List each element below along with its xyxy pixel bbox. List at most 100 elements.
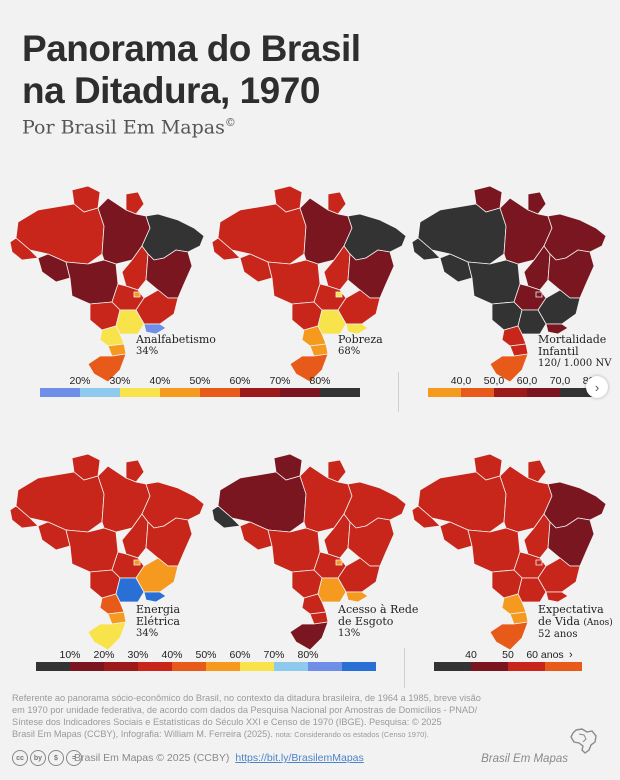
legend-mort-tick-label: 60,0 [517, 375, 538, 387]
map-esgoto [210, 448, 420, 651]
divider-top [398, 372, 399, 412]
legend-mort-tick-label: 40,0 [451, 375, 472, 387]
state-rj [143, 323, 167, 335]
label-analfabetismo-value: 34% [136, 346, 159, 357]
legend-mort-swatch [428, 388, 461, 397]
legend-life-swatch [508, 662, 545, 671]
copyright: Brasil Em Mapas © 2025 (CCBY) https://bit… [74, 752, 364, 764]
legend-mort-swatch [461, 388, 494, 397]
footnote-note: nota: Considerando os estados (Censo 197… [275, 730, 429, 739]
map-analfabetismo-svg [9, 185, 205, 383]
label-esgoto-title-2: de Esgoto [338, 615, 394, 628]
next-arrow-icon[interactable]: › [586, 376, 608, 398]
legend-bottom-tick-label: 50% [195, 649, 216, 661]
label-expectativa-title-2: de Vida [538, 615, 580, 628]
title-line-2: na Ditadura, 1970 [22, 70, 320, 111]
state-ba [347, 517, 395, 567]
state-ba [347, 249, 395, 299]
footnote-line-3: Síntese dos Indicadores Sociais e Estatí… [12, 717, 442, 727]
state-ba [547, 249, 595, 299]
legend-percent-top: 20% 30% 40% 50% 60% 70% 80% [40, 370, 364, 402]
legend-top-swatch [80, 388, 120, 397]
legend-bottom-swatch [206, 662, 240, 671]
footnote-line-2: em 1970 por unidade federativa, de acord… [12, 705, 478, 715]
label-energia: Energia Elétrica 34% [136, 604, 180, 640]
state-ap [327, 459, 347, 483]
legend-bottom-swatch [70, 662, 104, 671]
legend-top-tick-label: 20% [69, 375, 90, 387]
label-pobreza: Pobreza 68% [338, 334, 383, 358]
legend-life-swatch [471, 662, 508, 671]
legend-top-tick-label: 30% [109, 375, 130, 387]
brazil-map-logo-icon [570, 728, 598, 759]
legend-bottom-tick-label: 20% [93, 649, 114, 661]
legend-life-tick-label: 60 anos [526, 649, 563, 661]
state-rs [489, 621, 529, 651]
legend-bottom-tick-label: 70% [263, 649, 284, 661]
legend-percent-bottom: 10% 20% 30% 40% 50% 60% 70% 80% [36, 644, 380, 676]
source-link[interactable]: https://bit.ly/BrasilemMapas [235, 752, 364, 764]
state-rs [289, 621, 329, 651]
legend-life-tick-label: 40 [465, 649, 477, 661]
label-expectativa-title-1: Expectativa [538, 603, 604, 616]
map-energia-svg [9, 453, 205, 651]
state-df [535, 291, 543, 298]
legend-bottom-tick-label: 10% [59, 649, 80, 661]
legend-mort-swatch [527, 388, 560, 397]
legend-mort-swatch [560, 388, 593, 397]
legend-top-swatch [320, 388, 360, 397]
footnote: Referente ao panorama sócio-econômico do… [12, 692, 572, 741]
legend-top-swatch [160, 388, 200, 397]
map-pobreza [210, 180, 420, 383]
map-analfabetismo [8, 180, 218, 383]
state-mt [65, 527, 119, 573]
legend-bottom-tick-label: 60% [229, 649, 250, 661]
legend-bottom-tick-label: 80% [297, 649, 318, 661]
legend-bottom-swatch [36, 662, 70, 671]
legend-top-swatch [240, 388, 280, 397]
nd-icon: = [66, 750, 82, 766]
divider-bottom [404, 648, 405, 688]
state-mt [467, 259, 521, 305]
state-mt [65, 259, 119, 305]
state-ap [125, 459, 145, 483]
map-expectativa-de-vida [410, 448, 620, 651]
subtitle: Por Brasil Em Mapas© [22, 116, 236, 138]
state-df [335, 291, 343, 298]
state-rs [87, 353, 127, 383]
state-rs [489, 353, 529, 383]
license-icons: cc by $ = [12, 750, 82, 766]
legend-top-swatch [40, 388, 80, 397]
state-rs [289, 353, 329, 383]
legend-bottom-svg: 10% 20% 30% 40% 50% 60% 70% 80% [36, 649, 376, 671]
state-ba [547, 517, 595, 567]
legend-bottom-swatch [104, 662, 138, 671]
state-mt [267, 259, 321, 305]
legend-top-tick-label: 80% [309, 375, 330, 387]
state-ap [527, 459, 547, 483]
legend-mort-tick-label: 70,0 [550, 375, 571, 387]
state-rj [545, 591, 569, 603]
label-esgoto: Acesso à Rede de Esgoto 13% [338, 604, 418, 640]
cc-icon: cc [12, 750, 28, 766]
copyright-text: Brasil Em Mapas © 2025 (CCBY) [74, 752, 230, 764]
legend-top-tick-label: 60% [229, 375, 250, 387]
legend-bottom-swatch [172, 662, 206, 671]
legend-top-tick-label: 40% [149, 375, 170, 387]
legend-top-swatch [120, 388, 160, 397]
label-energia-title-1: Energia [136, 603, 180, 616]
legend-bottom-swatch [342, 662, 376, 671]
label-expectativa-value: 52 anos [538, 629, 578, 640]
map-mortalidade-svg [411, 185, 607, 383]
state-ap [527, 191, 547, 215]
state-mt [267, 527, 321, 573]
legend-bottom-swatch [308, 662, 342, 671]
state-rj [345, 323, 369, 335]
map-expectativa-svg [411, 453, 607, 651]
legend-top-swatch [200, 388, 240, 397]
legend-bottom-swatch [274, 662, 308, 671]
legend-bottom-swatch [138, 662, 172, 671]
state-rj [143, 591, 167, 603]
subtitle-text: Por Brasil Em Mapas [22, 116, 225, 139]
label-expectativa-unit: (Anos) [583, 618, 613, 628]
